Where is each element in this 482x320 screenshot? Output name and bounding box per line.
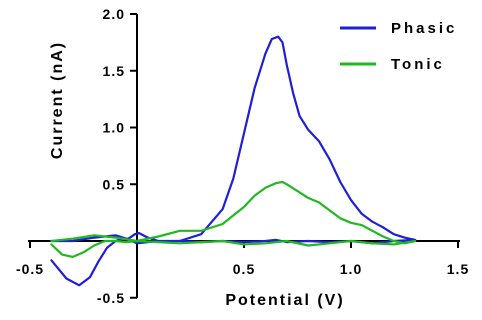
series-line-tonic	[50, 180, 417, 258]
x-tick-label: 1.5	[447, 261, 469, 277]
y-tick-label: 1.0	[103, 120, 125, 136]
x-axis-title: Potential (V)	[225, 292, 344, 309]
labels-layer: -0.5 0.5 1.0 1.5 -0.5 0.5 1.0 1.5 2.0 Potential (…	[16, 6, 469, 309]
y-tick-label: 1.5	[103, 63, 125, 79]
x-tick-label: -0.5	[16, 261, 44, 277]
y-tick-label: 2.0	[103, 6, 125, 22]
y-tick-label: -0.5	[97, 290, 125, 306]
y-tick-label: 0.5	[103, 176, 125, 192]
legend-label-tonic: Tonic	[391, 56, 445, 73]
series-layer	[50, 35, 417, 287]
y-axis-title: Current (nA)	[49, 41, 66, 159]
x-tick-label: 0.5	[233, 261, 255, 277]
legend: Phasic Tonic	[340, 20, 457, 73]
x-tick-label: 1.0	[340, 261, 362, 277]
legend-label-phasic: Phasic	[391, 20, 457, 37]
